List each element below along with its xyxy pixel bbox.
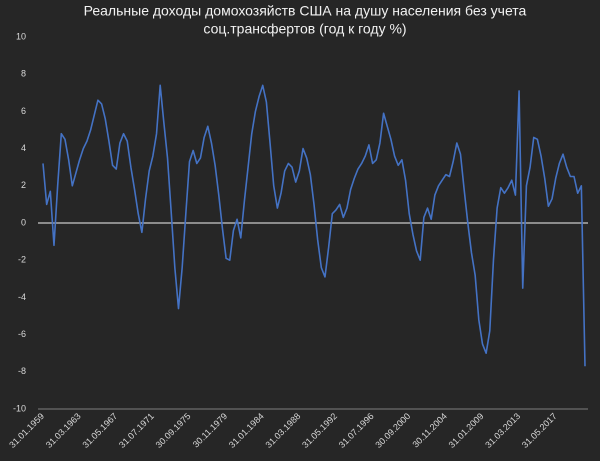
y-tick-label: 0: [21, 217, 26, 227]
y-tick-label: -10: [13, 403, 26, 413]
y-tick-label: -4: [18, 292, 26, 302]
chart-title: соц.трансфертов (год к году %): [203, 21, 406, 37]
chart-title: Реальные доходы домохозяйств США на душу…: [84, 3, 527, 19]
y-tick-label: 8: [21, 69, 26, 79]
y-tick-label: 10: [16, 31, 26, 41]
y-tick-label: -8: [18, 366, 26, 376]
y-tick-label: -6: [18, 329, 26, 339]
y-tick-label: 4: [21, 143, 26, 153]
y-tick-label: 2: [21, 180, 26, 190]
y-tick-label: 6: [21, 106, 26, 116]
data-line: [42, 84, 586, 367]
y-tick-label: -2: [18, 255, 26, 265]
